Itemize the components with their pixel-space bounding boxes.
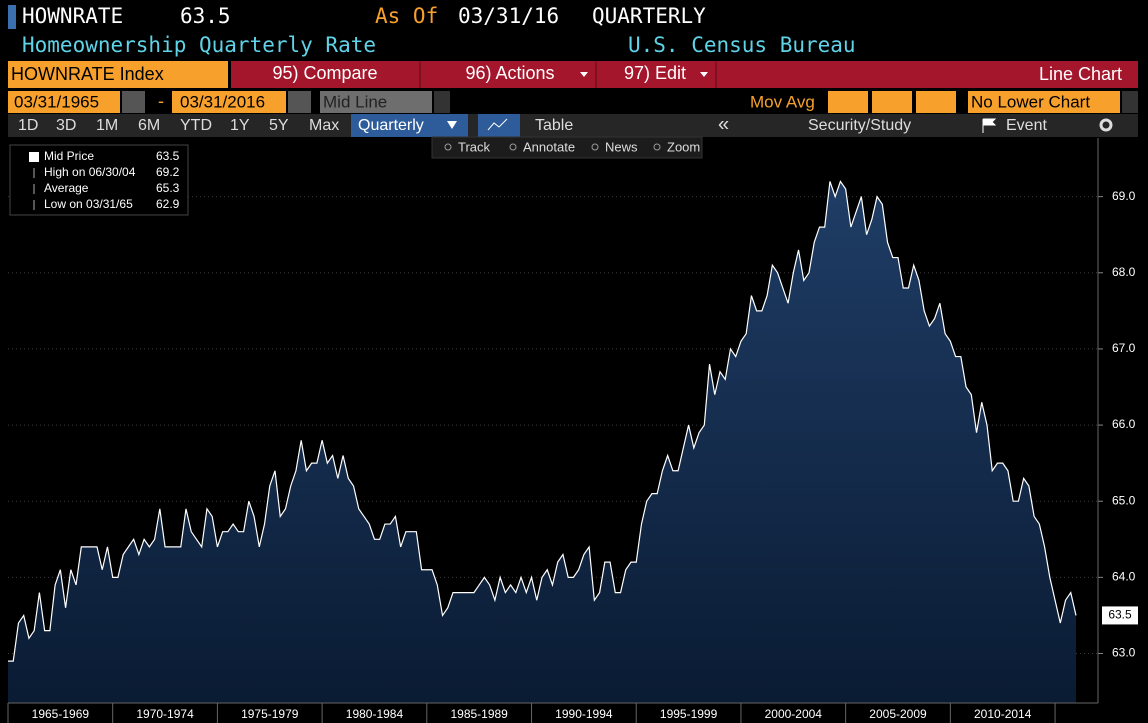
x-band-label: 1990-1994 — [555, 707, 613, 721]
dropdown-arrow — [700, 72, 708, 77]
flag-icon — [982, 118, 997, 133]
tool-button[interactable]: Annotate — [523, 139, 575, 154]
calendar-icon[interactable] — [288, 91, 311, 113]
date-dash: - — [158, 91, 164, 111]
legend-value: 62.9 — [156, 197, 180, 211]
as-of-label: As Of — [375, 4, 438, 28]
security[interactable]: HOWNRATE Index — [11, 64, 164, 84]
x-band-label: 2010-2014 — [974, 707, 1032, 721]
legend: Mid Price 63.5 High on 06/30/04 69.2 Average… — [29, 149, 180, 211]
legend-label: Average — [44, 181, 89, 195]
tool-icon — [444, 143, 452, 151]
period-button[interactable]: 5Y — [269, 117, 289, 134]
ticker: HOWNRATE — [22, 4, 123, 28]
as-of-date: 03/31/16 — [458, 4, 559, 28]
legend-value: 65.3 — [156, 181, 180, 195]
legend-box — [9, 144, 189, 216]
calendar-icon[interactable] — [122, 91, 145, 113]
dropdown[interactable] — [434, 91, 450, 113]
legend-label: High on 06/30/04 — [44, 165, 136, 179]
period-button[interactable]: 1Y — [230, 117, 250, 134]
area-fill — [8, 181, 1076, 703]
y-tick-label: 64.0 — [1112, 570, 1136, 584]
x-band-label: 2005-2009 — [869, 707, 927, 721]
chart-icon-glyph — [487, 118, 508, 131]
x-band-label: 1965-1969 — [32, 707, 90, 721]
period-group: 1D 3D 1M 6M YTD 1Y 5Y Max — [18, 117, 339, 134]
y-tick-label: 63.0 — [1112, 646, 1136, 660]
dropdown[interactable] — [1122, 91, 1138, 113]
plot: 63.0 64.0 65.0 66.0 67.0 68.0 69.0 1965-1969 197… — [7, 138, 1138, 723]
period-button[interactable]: Max — [309, 117, 339, 134]
last-price-label: 63.5 — [1108, 608, 1132, 622]
dropdown-arrow — [580, 72, 588, 77]
x-band-label: 1985-1989 — [450, 707, 508, 721]
tool-button[interactable]: Track — [458, 139, 491, 154]
ticker-marker — [8, 5, 16, 29]
line — [8, 180, 1077, 662]
tool-icon — [509, 143, 517, 151]
table-button[interactable]: Table — [535, 117, 573, 134]
price: 63.5 — [180, 4, 231, 28]
legend-value: 69.2 — [156, 165, 180, 179]
security-study-button[interactable]: Security/Study — [808, 117, 911, 134]
settings-icon[interactable] — [1099, 118, 1113, 132]
collapse-icon[interactable]: « — [718, 113, 729, 135]
legend-swatch — [29, 152, 39, 162]
x-band-label: 1980-1984 — [346, 707, 404, 721]
last-price-box — [1102, 606, 1138, 625]
mov-avg-field[interactable] — [916, 91, 956, 113]
chart-tools — [431, 136, 703, 159]
compare-button[interactable]: 95) Compare — [272, 63, 377, 83]
frequency: QUARTERLY — [592, 4, 706, 28]
source: U.S. Census Bureau — [628, 33, 856, 57]
y-tick-label: 66.0 — [1112, 417, 1136, 431]
tool-group: Track Annotate News Zoom — [444, 139, 700, 154]
frequency-field[interactable] — [351, 114, 468, 137]
y-tick-label: 65.0 — [1112, 493, 1136, 507]
mov-avg-field[interactable] — [828, 91, 868, 113]
tool-icon — [653, 143, 661, 151]
frequency-button[interactable]: Quarterly — [358, 117, 424, 134]
y-tick-label: 69.0 — [1112, 189, 1136, 203]
security-field[interactable] — [8, 61, 228, 88]
x-band-label: 1975-1979 — [241, 707, 299, 721]
y-tick-label: 68.0 — [1112, 265, 1136, 279]
chart-icon[interactable] — [478, 114, 520, 137]
tool-icon — [591, 143, 599, 151]
x-band-label: 1970-1974 — [136, 707, 194, 721]
legend-value: 63.5 — [156, 149, 180, 163]
mov-avg-label: Mov Avg — [750, 92, 815, 111]
lower-chart-field[interactable] — [968, 91, 1120, 113]
start-date[interactable]: 03/31/1965 — [14, 92, 99, 111]
start-date-field[interactable] — [8, 91, 120, 113]
chart-type[interactable]: Line Chart — [1039, 64, 1122, 84]
actions-button[interactable]: 96) Actions — [465, 63, 554, 83]
line-mode[interactable]: Mid Line — [323, 92, 387, 111]
end-date-field[interactable] — [172, 91, 286, 113]
period-button[interactable]: 1D — [18, 117, 38, 134]
period-button[interactable]: 3D — [56, 117, 76, 134]
event-button[interactable]: Event — [1006, 117, 1047, 134]
line-mode-field[interactable] — [320, 91, 432, 113]
x-band-label: 1995-1999 — [660, 707, 718, 721]
x-band-label: 2000-2004 — [765, 707, 823, 721]
menu-bar — [231, 61, 1138, 88]
legend-label: Low on 03/31/65 — [44, 197, 133, 211]
dropdown-arrow — [447, 121, 457, 129]
end-date[interactable]: 03/31/2016 — [180, 92, 265, 111]
tool-button[interactable]: Zoom — [667, 139, 700, 154]
period-button[interactable]: 6M — [138, 117, 160, 134]
description: Homeownership Quarterly Rate — [22, 33, 376, 57]
tool-button[interactable]: News — [605, 139, 638, 154]
mov-avg-field[interactable] — [872, 91, 912, 113]
period-button[interactable]: YTD — [180, 117, 212, 134]
period-bar — [8, 114, 1138, 137]
period-button[interactable]: 1M — [96, 117, 118, 134]
lower-chart[interactable]: No Lower Chart — [971, 92, 1090, 111]
edit-button[interactable]: 97) Edit — [624, 63, 686, 83]
y-tick-label: 67.0 — [1112, 341, 1136, 355]
legend-label: Mid Price — [44, 149, 94, 163]
